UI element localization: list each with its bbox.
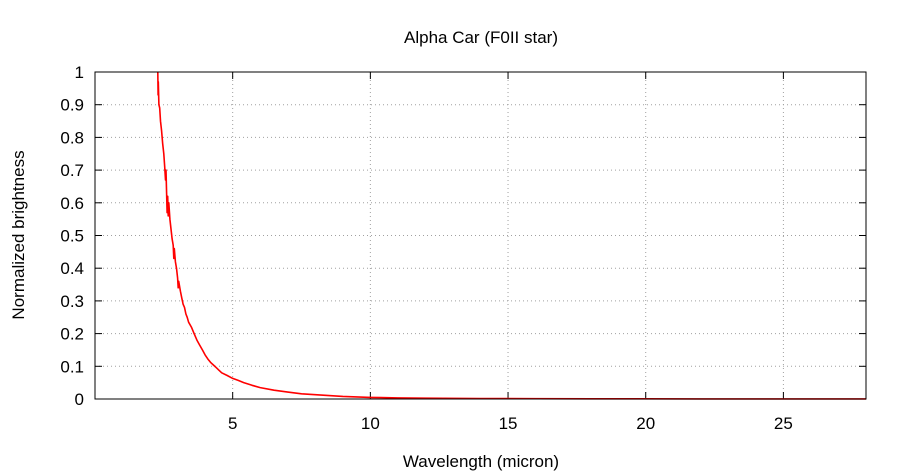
spectrum-line	[157, 71, 866, 400]
y-tick-label: 0.3	[60, 292, 84, 311]
chart-title: Alpha Car (F0II star)	[404, 28, 558, 47]
y-axis-title: Normalized brightness	[9, 150, 28, 319]
y-tick-label: 0.4	[60, 259, 84, 278]
x-tick-label: 10	[361, 414, 380, 433]
x-axis-title: Wavelength (micron)	[403, 452, 559, 471]
grid-lines	[95, 71, 866, 400]
y-tick-label: 1	[75, 63, 84, 82]
y-tick-label: 0.7	[60, 161, 84, 180]
y-axis-tick-labels: 0 0.1 0.2 0.3 0.4 0.5 0.6 0.7 0.8 0.9 1	[60, 63, 84, 409]
series-layer	[157, 71, 866, 400]
x-tick-label: 25	[774, 414, 793, 433]
x-axis-tick-labels: 5 10 15 20 25	[228, 414, 793, 433]
y-tick-label: 0.9	[60, 96, 84, 115]
x-tick-label: 20	[636, 414, 655, 433]
y-tick-label: 0	[75, 390, 84, 409]
x-tick-label: 5	[228, 414, 237, 433]
x-tick-label: 15	[499, 414, 518, 433]
y-tick-label: 0.5	[60, 227, 84, 246]
y-tick-label: 0.2	[60, 325, 84, 344]
y-tick-label: 0.8	[60, 128, 84, 147]
y-tick-label: 0.6	[60, 194, 84, 213]
plot-frame	[94, 71, 867, 400]
y-tick-label: 0.1	[60, 357, 84, 376]
